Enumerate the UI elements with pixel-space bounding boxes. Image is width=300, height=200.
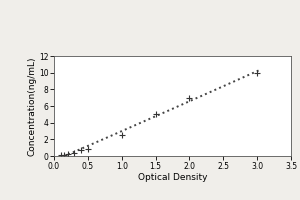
X-axis label: Optical Density: Optical Density bbox=[138, 173, 207, 182]
Y-axis label: Concentration(ng/mL): Concentration(ng/mL) bbox=[27, 56, 36, 156]
